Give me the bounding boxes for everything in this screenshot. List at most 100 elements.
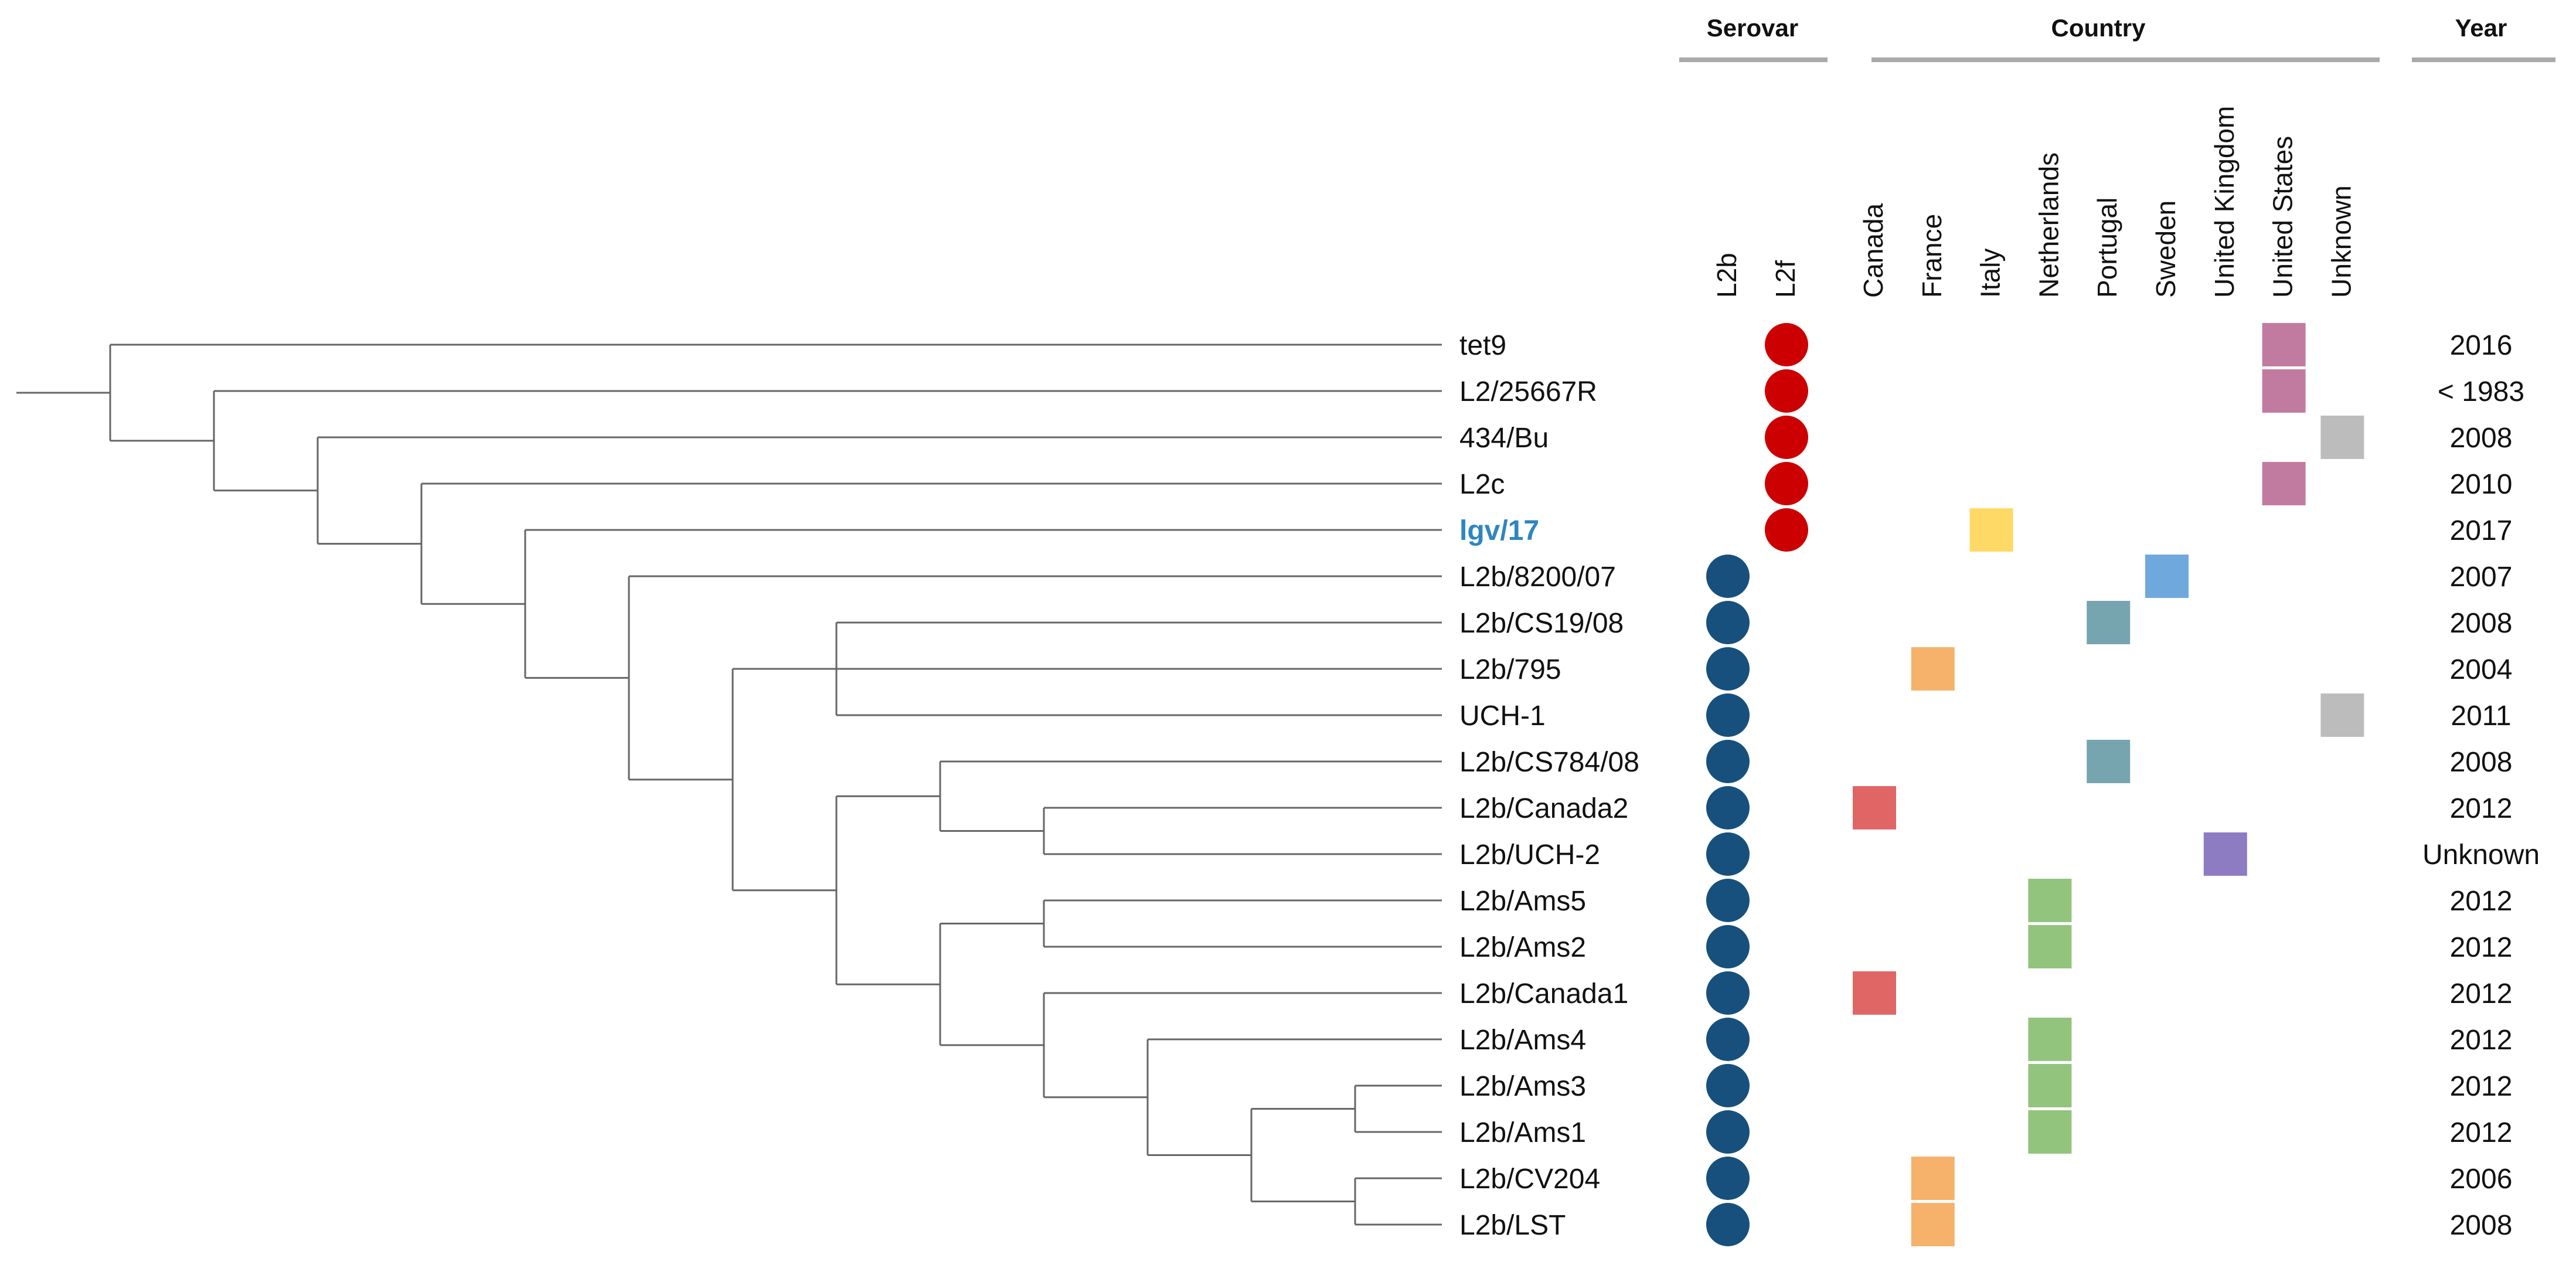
serovar-dot-l2b bbox=[1706, 601, 1750, 644]
year-label: 2011 bbox=[2451, 701, 2511, 732]
country-square-united-states bbox=[2262, 323, 2306, 366]
serovar-dot-l2b bbox=[1706, 925, 1750, 968]
year-label: 2012 bbox=[2450, 1117, 2513, 1148]
tip-label-l2b-cs19-08: L2b/CS19/08 bbox=[1459, 608, 1624, 639]
column-labels: L2b L2f Canada France Italy Netherlands Portug… bbox=[1711, 106, 2356, 298]
country-square-unknown bbox=[2320, 693, 2364, 737]
year-label: 2008 bbox=[2450, 608, 2513, 639]
country-column-label: Portugal bbox=[2092, 198, 2122, 298]
country-square-france bbox=[1911, 1203, 1955, 1246]
country-square-netherlands bbox=[2028, 1018, 2072, 1061]
serovar-marks bbox=[1706, 323, 1808, 1246]
country-square-netherlands bbox=[2028, 1110, 2072, 1154]
country-square-canada bbox=[1853, 786, 1896, 829]
tip-label-l2b-cv204: L2b/CV204 bbox=[1459, 1164, 1600, 1195]
country-header: Country bbox=[2051, 14, 2146, 42]
year-label: 2004 bbox=[2450, 654, 2513, 685]
country-column-label: United Kingdom bbox=[2209, 106, 2240, 298]
year-label: 2012 bbox=[2450, 1025, 2513, 1056]
tree-branches bbox=[16, 344, 1442, 1226]
country-column-label: France bbox=[1917, 214, 1947, 298]
tip-labels: tet9 L2/25667R 434/Bu L2c lgv/17 L2b/8200/07 L… bbox=[1459, 330, 1639, 1241]
serovar-dot-l2b bbox=[1706, 832, 1750, 876]
year-label: 2012 bbox=[2450, 932, 2513, 963]
serovar-dot-l2b bbox=[1706, 1203, 1750, 1246]
serovar-dot-l2f bbox=[1765, 462, 1808, 505]
country-marks bbox=[1853, 323, 2364, 1246]
tip-label-l2b-ams4: L2b/Ams4 bbox=[1459, 1025, 1586, 1056]
serovar-dot-l2f bbox=[1765, 416, 1808, 459]
serovar-header: Serovar bbox=[1707, 14, 1798, 42]
country-square-sweden bbox=[2145, 555, 2189, 598]
country-square-france bbox=[1911, 1157, 1955, 1200]
tip-label-l2b-ams1: L2b/Ams1 bbox=[1459, 1117, 1586, 1148]
serovar-dot-l2b bbox=[1706, 1064, 1750, 1107]
serovar-dot-l2b bbox=[1706, 1110, 1750, 1154]
country-square-united-states bbox=[2262, 369, 2306, 413]
tip-label-l2c: L2c bbox=[1459, 469, 1505, 500]
tip-label-l2b-lst: L2b/LST bbox=[1459, 1210, 1566, 1241]
year-label: 2012 bbox=[2450, 978, 2513, 1009]
serovar-dot-l2b bbox=[1706, 740, 1750, 783]
year-label: 2012 bbox=[2450, 886, 2513, 917]
tip-label-l2b-uch-2: L2b/UCH-2 bbox=[1459, 839, 1600, 871]
country-square-canada bbox=[1853, 971, 1896, 1015]
serovar-dot-l2f bbox=[1765, 323, 1808, 366]
serovar-dot-l2b bbox=[1706, 971, 1750, 1015]
serovar-dot-l2b bbox=[1706, 786, 1750, 829]
tip-label-tet9: tet9 bbox=[1459, 330, 1506, 361]
country-square-italy bbox=[1969, 508, 2013, 552]
serovar-dot-l2b bbox=[1706, 647, 1750, 691]
country-column-label: Netherlands bbox=[2033, 152, 2064, 298]
serovar-dot-l2b bbox=[1706, 693, 1750, 737]
country-square-netherlands bbox=[2028, 879, 2072, 922]
serovar-dot-l2b bbox=[1706, 879, 1750, 922]
country-square-portugal bbox=[2087, 601, 2131, 644]
serovar-dot-l2b bbox=[1706, 1018, 1750, 1061]
tip-label-l2b-cs784-08: L2b/CS784/08 bbox=[1459, 747, 1639, 778]
year-label: 2008 bbox=[2450, 747, 2513, 778]
country-column-label: Sweden bbox=[2150, 200, 2181, 298]
year-label: 2008 bbox=[2450, 1210, 2513, 1241]
serovar-dot-l2b bbox=[1706, 1157, 1750, 1200]
year-label: 2010 bbox=[2450, 469, 2513, 500]
country-column-label: Unknown bbox=[2326, 185, 2356, 298]
country-column-label: United States bbox=[2268, 136, 2298, 298]
tip-label-l2b-ams5: L2b/Ams5 bbox=[1459, 886, 1586, 917]
year-label: 2012 bbox=[2450, 793, 2513, 824]
year-label: 2012 bbox=[2450, 1071, 2513, 1102]
year-label: 2016 bbox=[2450, 330, 2513, 361]
year-labels: 2016 < 1983 2008 2010 2017 2007 2008 2004 2011 20… bbox=[2422, 330, 2540, 1241]
column-headers: Serovar Country Year bbox=[1679, 14, 2555, 62]
tip-label-434-bu: 434/Bu bbox=[1459, 423, 1549, 454]
tip-label-l2b-795: L2b/795 bbox=[1459, 654, 1561, 685]
year-header: Year bbox=[2455, 14, 2507, 42]
country-square-unknown bbox=[2320, 416, 2364, 459]
tip-label-l2b-ams2: L2b/Ams2 bbox=[1459, 932, 1586, 963]
year-label: 2006 bbox=[2450, 1164, 2513, 1195]
serovar-dot-l2f bbox=[1765, 508, 1808, 552]
country-column-label: Canada bbox=[1858, 203, 1888, 298]
country-column-label: Italy bbox=[1975, 249, 2006, 298]
tip-label-l2-25667r: L2/25667R bbox=[1459, 376, 1597, 407]
tip-label-l2b-8200-07: L2b/8200/07 bbox=[1459, 562, 1616, 593]
tip-label-l2b-canada2: L2b/Canada2 bbox=[1459, 793, 1628, 824]
country-square-united-kingdom bbox=[2203, 832, 2247, 876]
country-square-portugal bbox=[2087, 740, 2131, 783]
serovar-dot-l2f bbox=[1765, 369, 1808, 413]
serovar-column-label: L2b bbox=[1711, 253, 1742, 298]
country-square-france bbox=[1911, 647, 1955, 691]
serovar-dot-l2b bbox=[1706, 555, 1750, 598]
serovar-column-label: L2f bbox=[1770, 260, 1801, 298]
tip-label-l2b-canada1: L2b/Canada1 bbox=[1459, 978, 1628, 1009]
tip-label-lgv-17: lgv/17 bbox=[1459, 515, 1539, 546]
tip-label-uch-1: UCH-1 bbox=[1459, 701, 1546, 732]
tip-label-l2b-ams3: L2b/Ams3 bbox=[1459, 1071, 1586, 1102]
year-label: Unknown bbox=[2422, 839, 2540, 871]
year-label: 2008 bbox=[2450, 423, 2513, 454]
year-label: 2017 bbox=[2450, 515, 2513, 546]
year-label: < 1983 bbox=[2438, 376, 2524, 407]
year-label: 2007 bbox=[2450, 562, 2513, 593]
country-square-netherlands bbox=[2028, 1064, 2072, 1107]
